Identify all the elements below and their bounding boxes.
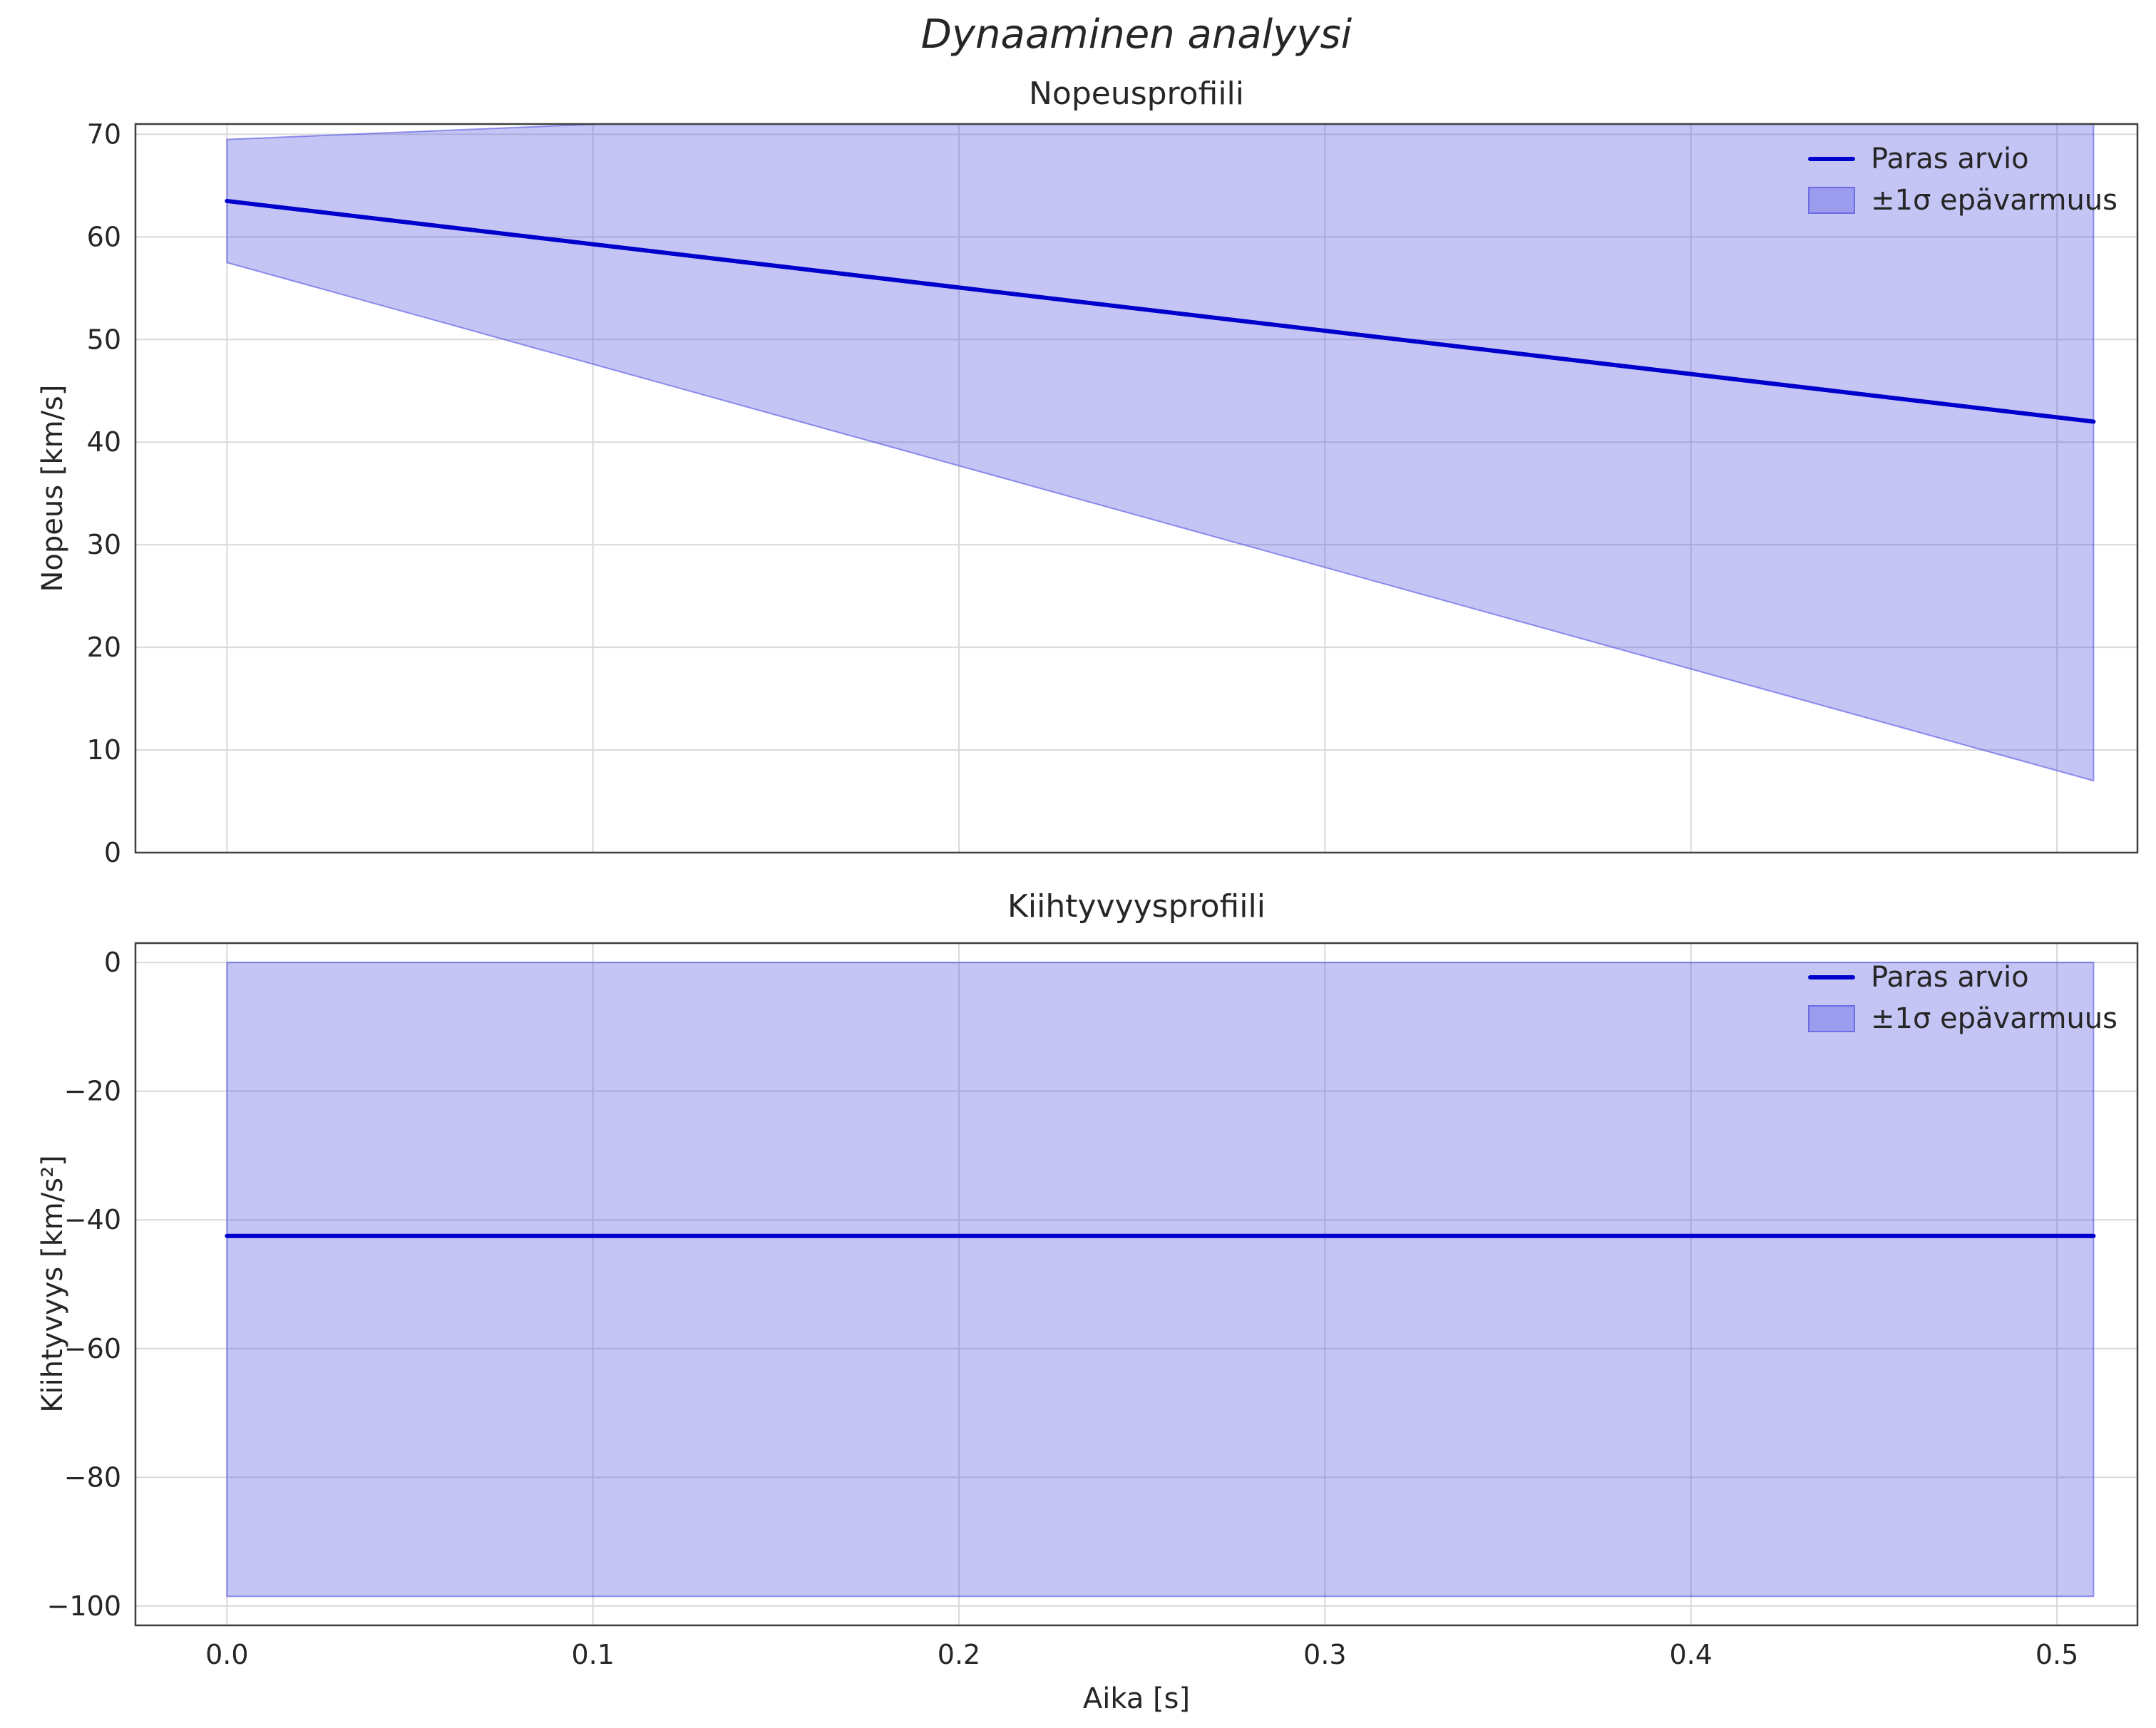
legend-row-band: ±1σ epävarmuus	[1808, 184, 2118, 217]
x-tick-label: 0.5	[2036, 1639, 2078, 1670]
chart2-y-axis-label: Kiihtyvyys [km/s²]	[36, 1155, 69, 1413]
uncertainty-band	[226, 962, 2095, 1598]
legend-line-label: Paras arvio	[1871, 961, 2029, 994]
x-tick-label: 0.0	[205, 1639, 248, 1670]
x-tick-label: 0.2	[938, 1639, 980, 1670]
legend-band-label: ±1σ epävarmuus	[1871, 184, 2118, 217]
axes-spines	[134, 942, 2139, 1627]
x-tick-label: 0.3	[1303, 1639, 1346, 1670]
legend-band-label: ±1σ epävarmuus	[1871, 1002, 2118, 1035]
subplot-2: 0 −20 −40 −60 −80 −100 0.0 0.1 0.2 0.3 0.4 0.5	[47, 942, 2139, 1670]
y-tick-label: −20	[64, 1076, 121, 1107]
y-tick-label: −60	[64, 1333, 121, 1364]
x-tick-label: 0.1	[571, 1639, 614, 1670]
chart2-title: Kiihtyvyysprofiili	[1007, 888, 1266, 925]
legend-line-swatch	[1808, 975, 1856, 979]
legend-line-label: Paras arvio	[1871, 143, 2029, 175]
chart2-legend: Paras arvio ±1σ epävarmuus	[1808, 961, 2118, 1035]
legend-row-line: Paras arvio	[1808, 143, 2029, 175]
legend-band-swatch	[1808, 187, 1856, 214]
y-tick-label: −80	[64, 1461, 121, 1493]
legend-line-swatch	[1808, 157, 1856, 161]
best-estimate-line	[225, 198, 2096, 424]
legend-row-line: Paras arvio	[1808, 961, 2029, 994]
y-tick-label: 20	[87, 632, 121, 663]
y-tick-label: 10	[87, 734, 121, 766]
y-tick-label: 70	[87, 118, 121, 150]
y-tick-label: 40	[87, 426, 121, 458]
y-tick-label: 30	[87, 529, 121, 560]
grid	[135, 124, 2137, 853]
y-tick-label: 0	[104, 837, 121, 868]
uncertainty-band	[226, 124, 2095, 782]
y-tick-label: 50	[87, 324, 121, 355]
y-tick-label: 0	[104, 947, 121, 978]
axes-spines	[134, 123, 2139, 854]
legend-row-band: ±1σ epävarmuus	[1808, 1002, 2118, 1035]
x-axis-label: Aika [s]	[1082, 1682, 1191, 1715]
legend-band-swatch	[1808, 1005, 1856, 1032]
chart1-y-axis-label: Nopeus [km/s]	[36, 384, 69, 592]
chart1-title: Nopeusprofiili	[1028, 76, 1244, 112]
y-tick-label: 60	[87, 221, 121, 252]
chart1-legend: Paras arvio ±1σ epävarmuus	[1808, 143, 2118, 217]
x-tick-label: 0.4	[1669, 1639, 1712, 1670]
subplot-1: 0 10 20 30 40 50 60 70	[87, 118, 2139, 868]
y-tick-label: −100	[47, 1590, 121, 1622]
figure-title: Dynaaminen analyysi	[920, 11, 1352, 58]
y-tick-label: −40	[64, 1204, 121, 1235]
